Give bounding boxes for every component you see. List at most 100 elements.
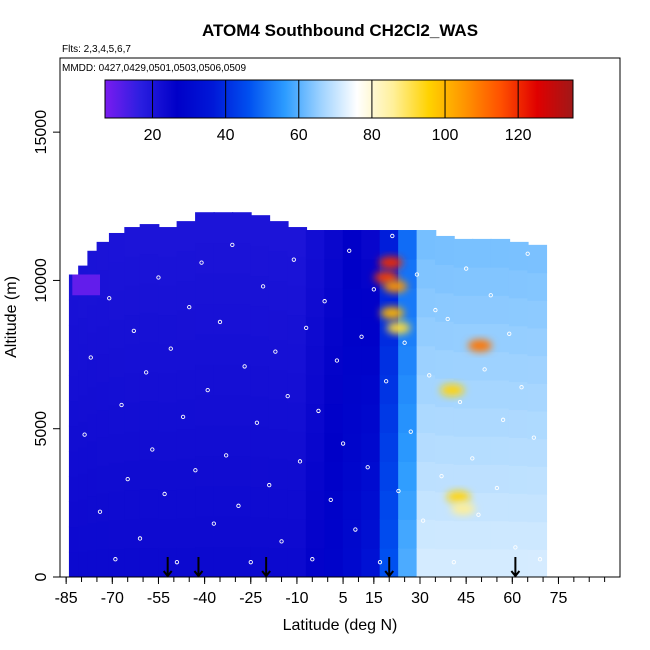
field-cell — [472, 267, 492, 296]
field-cell — [250, 456, 271, 488]
field-cell — [508, 465, 529, 494]
field-cell — [508, 325, 529, 355]
field-cell — [124, 460, 144, 491]
sample-point — [328, 497, 333, 503]
field-cell — [324, 548, 344, 577]
field-cell — [472, 351, 492, 381]
field-cell — [195, 394, 215, 426]
sample-point — [211, 521, 216, 526]
field-cell — [398, 548, 418, 577]
sample-point — [273, 349, 278, 354]
field-cell — [232, 273, 252, 305]
colorbar-tick-label: 40 — [217, 127, 235, 144]
field-cell — [508, 269, 529, 299]
field-cell — [287, 460, 308, 491]
field-cell — [527, 410, 548, 440]
field-cell — [139, 400, 160, 431]
field-cell — [176, 280, 197, 311]
field-cell — [472, 436, 492, 465]
chart-title: ATOM4 Southbound CH2Cl2_WAS — [202, 21, 478, 40]
x-axis: -85 -70 -55 -40 -25 -10 5 15 30 45 60 75 — [55, 577, 606, 607]
field-cell — [472, 520, 492, 550]
field-cell — [342, 374, 363, 405]
field-cell — [287, 518, 308, 549]
field-cell — [305, 490, 326, 520]
sample-point — [193, 468, 198, 473]
field-cell — [195, 455, 215, 487]
field-cell — [453, 548, 474, 577]
field-cell — [232, 394, 252, 426]
field-cell — [213, 516, 234, 548]
hotspot — [446, 490, 471, 503]
field-cell — [416, 316, 437, 347]
hotspot — [383, 280, 408, 293]
sample-point — [113, 557, 118, 562]
field-cell — [195, 242, 215, 274]
flights-note: Flts: 2,3,4,5,6,7 — [62, 44, 131, 55]
field-cell — [324, 374, 344, 405]
field-cell — [435, 463, 455, 493]
field-cell — [213, 455, 234, 487]
field-cell — [490, 351, 511, 381]
sample-point — [531, 435, 536, 440]
sample-point — [500, 417, 506, 422]
field-cell — [305, 287, 326, 318]
sample-point — [494, 485, 500, 491]
x-tick-label: -70 — [101, 590, 124, 607]
field-cell — [398, 230, 418, 260]
field-cell — [305, 461, 326, 491]
field-cell — [287, 489, 308, 520]
field-cell — [508, 549, 529, 577]
field-cell — [342, 519, 363, 549]
field-cell — [324, 258, 344, 289]
field-cell — [195, 333, 215, 365]
field-cell — [324, 490, 344, 520]
field-cell — [232, 425, 252, 457]
field-cell — [195, 212, 215, 244]
sample-point — [131, 328, 136, 333]
field-cell — [108, 490, 129, 521]
field-cell — [124, 372, 144, 403]
x-axis-label: Latitude (deg N) — [283, 617, 398, 634]
field-cell — [195, 273, 215, 305]
field-cell — [398, 519, 418, 549]
field-cell — [124, 256, 144, 286]
field-cell — [416, 403, 437, 434]
field-cell — [139, 282, 160, 313]
field-cell — [268, 488, 289, 519]
field-cell — [324, 287, 344, 318]
field-cell — [342, 432, 363, 462]
sample-point — [97, 509, 103, 514]
colorbar-gradient — [104, 79, 574, 119]
sample-point — [334, 358, 340, 363]
field-cell — [490, 464, 511, 494]
sample-point — [340, 441, 346, 446]
field-cell — [124, 285, 144, 316]
field-cell — [342, 548, 363, 577]
field-cell — [453, 520, 474, 550]
field-cell — [195, 364, 215, 396]
field-cell — [213, 425, 234, 457]
field-cell — [361, 461, 381, 491]
sample-point — [224, 453, 229, 458]
field-cell — [176, 369, 197, 400]
field-cell — [435, 349, 455, 379]
field-cell — [268, 310, 289, 341]
field-cell — [490, 492, 511, 522]
field-cell — [139, 371, 160, 402]
field-cell — [176, 221, 197, 252]
y-tick-label: 5000 — [33, 411, 50, 447]
field-cell — [139, 429, 160, 460]
field-cell — [287, 372, 308, 403]
sample-point — [414, 272, 420, 277]
colorbar-ticks: 20 40 60 80 100 120 — [144, 80, 532, 144]
hotspot — [380, 307, 405, 320]
field-cell — [324, 519, 344, 549]
field-cell — [195, 485, 215, 517]
x-tick-label: 15 — [365, 590, 383, 607]
field-cell — [176, 458, 197, 489]
sample-point — [285, 393, 290, 399]
field-cell — [213, 546, 234, 577]
field-cell — [305, 519, 326, 549]
field-cell — [108, 318, 129, 349]
